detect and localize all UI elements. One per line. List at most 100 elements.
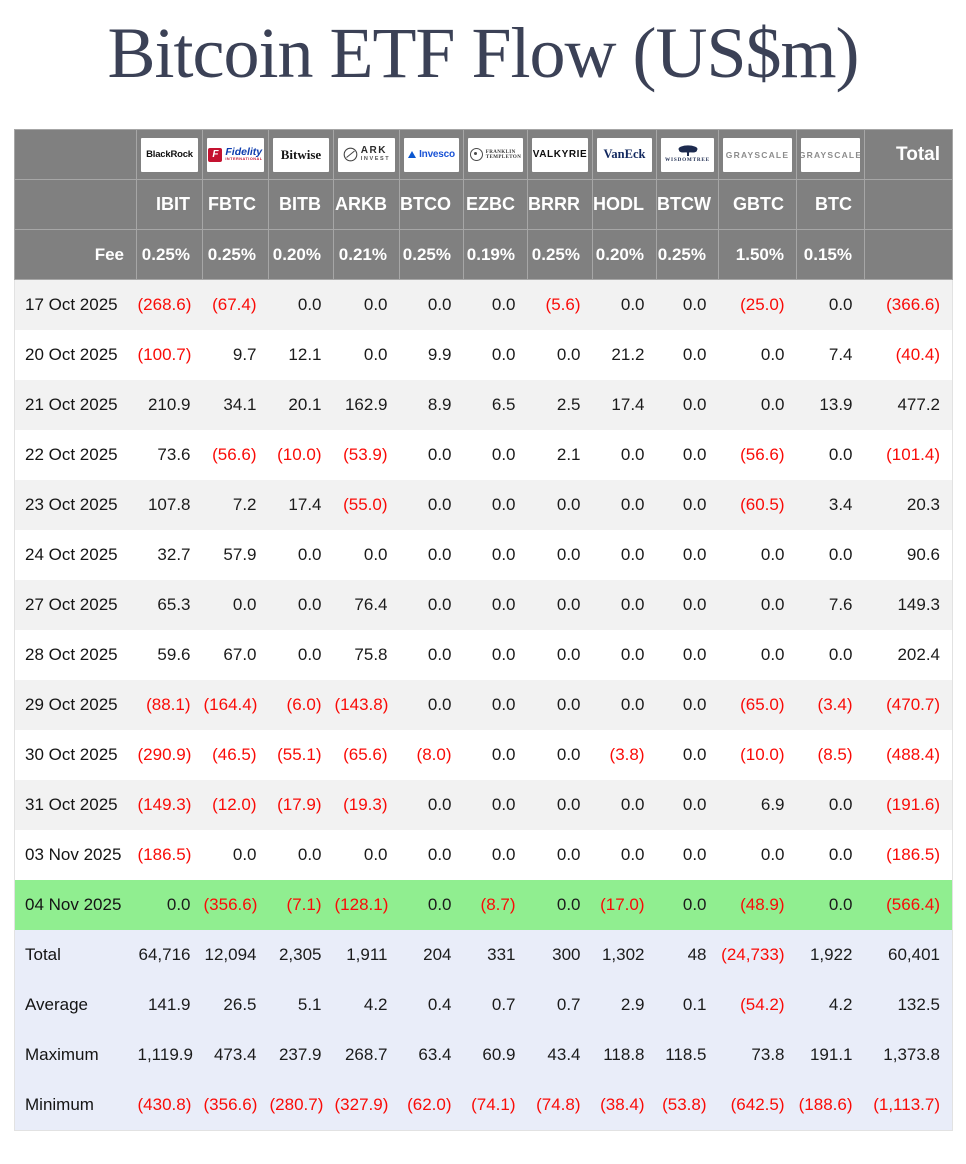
summary-total-cell: 60,401 xyxy=(888,945,940,964)
value-cell: 0.0 xyxy=(760,595,785,614)
fidelity-logo: F Fidelity INTERNATIONAL xyxy=(207,137,264,172)
logo-text: INVEST xyxy=(360,156,391,163)
fee-label: Fee xyxy=(14,229,137,280)
ticker-arkb: ARKB xyxy=(333,179,400,230)
value-cell: 0.0 xyxy=(682,795,707,814)
fee-bitb: 0.20% xyxy=(268,229,334,280)
value-cell: 0.0 xyxy=(682,495,707,514)
value-cell: 7.2 xyxy=(232,495,257,514)
summary-value-cell: (188.6) xyxy=(798,1095,853,1114)
summary-label: Average xyxy=(25,995,89,1014)
summary-value-cell: 4.2 xyxy=(828,995,853,1014)
vaneck-logo: VanEck xyxy=(597,137,652,172)
value-cell: (55.0) xyxy=(343,495,388,514)
row-total-cell: (488.4) xyxy=(886,745,940,764)
date-cell: 23 Oct 2025 xyxy=(25,495,118,514)
summary-label: Total xyxy=(25,945,61,964)
fee-btc: 0.15% xyxy=(796,229,865,280)
value-cell: (19.3) xyxy=(343,795,388,814)
value-cell: 0.0 xyxy=(682,545,707,564)
value-cell: (65.0) xyxy=(740,695,785,714)
value-cell: 13.9 xyxy=(819,395,853,414)
summary-value-cell: 191.1 xyxy=(809,1045,853,1064)
table-row: 31 Oct 2025 (149.3) (12.0) (17.9) (19.3) 0.0 0… xyxy=(14,780,953,830)
summary-value-cell: (280.7) xyxy=(269,1095,324,1114)
ark-globe-icon xyxy=(343,147,358,162)
date-cell: 30 Oct 2025 xyxy=(25,745,118,764)
etf-flow-table: BlackRock F Fidelity INTERNATIONAL Bitwise AR… xyxy=(14,129,953,1131)
value-cell: (8.7) xyxy=(480,895,516,914)
summary-value-cell: 64,716 xyxy=(138,945,191,964)
logo-text: Invesco xyxy=(419,149,455,160)
value-cell: 107.8 xyxy=(147,495,191,514)
value-cell: (10.0) xyxy=(277,445,322,464)
value-cell: 0.0 xyxy=(620,545,645,564)
value-cell: 0.0 xyxy=(620,645,645,664)
value-cell: 0.0 xyxy=(556,345,581,364)
value-cell: 0.0 xyxy=(682,345,707,364)
logo-text: FRANKLIN xyxy=(485,149,516,155)
value-cell: 0.0 xyxy=(491,445,516,464)
value-cell: 34.1 xyxy=(223,395,257,414)
summary-value-cell: 0.1 xyxy=(682,995,707,1014)
value-cell: 0.0 xyxy=(491,345,516,364)
fee-gbtc: 1.50% xyxy=(718,229,797,280)
gbtc-logo-cell: GRAYSCALE xyxy=(718,129,797,180)
summary-value-cell: 1,302 xyxy=(601,945,645,964)
summary-value-cell: 237.9 xyxy=(278,1045,322,1064)
value-cell: 2.1 xyxy=(556,445,581,464)
summary-value-cell: (74.1) xyxy=(471,1095,516,1114)
value-cell: (268.6) xyxy=(137,295,192,314)
value-cell: (100.7) xyxy=(137,345,192,364)
summary-label: Minimum xyxy=(25,1095,94,1114)
summary-value-cell: (62.0) xyxy=(407,1095,452,1114)
logo-text: INTERNATIONAL xyxy=(225,157,263,162)
value-cell: 0.0 xyxy=(556,845,581,864)
value-cell: 0.0 xyxy=(682,895,707,914)
value-cell: (48.9) xyxy=(740,895,785,914)
value-cell: 0.0 xyxy=(297,545,322,564)
logo-text: GRAYSCALE xyxy=(801,149,860,160)
ticker-btco: BTCO xyxy=(399,179,464,230)
value-cell: 0.0 xyxy=(760,645,785,664)
value-cell: 6.9 xyxy=(760,795,785,814)
summary-value-cell: (38.4) xyxy=(600,1095,645,1114)
value-cell: 0.0 xyxy=(828,795,853,814)
ticker-gbtc: GBTC xyxy=(718,179,797,230)
ticker-ezbc: EZBC xyxy=(463,179,528,230)
value-cell: 21.2 xyxy=(611,345,645,364)
value-cell: 9.9 xyxy=(427,345,452,364)
table-row: 17 Oct 2025 (268.6) (67.4) 0.0 0.0 0.0 0.0 (5.6… xyxy=(14,279,953,330)
summary-value-cell: 12,094 xyxy=(204,945,257,964)
ark-wordmark: ARK INVEST xyxy=(361,146,390,163)
fee-btcw: 0.25% xyxy=(656,229,719,280)
value-cell: 0.0 xyxy=(363,345,388,364)
value-cell: (143.8) xyxy=(334,695,389,714)
value-cell: (12.0) xyxy=(212,795,257,814)
summary-value-cell: (24,733) xyxy=(721,945,785,964)
fee-fbtc: 0.25% xyxy=(202,229,269,280)
table-row: 28 Oct 2025 59.6 67.0 0.0 75.8 0.0 0.0 0.0 0.0 0.… xyxy=(14,630,953,680)
grayscale-logo: GRAYSCALE xyxy=(723,137,792,172)
value-cell: 0.0 xyxy=(363,545,388,564)
summary-total-cell: 1,373.8 xyxy=(883,1045,940,1064)
summary-value-cell: 204 xyxy=(423,945,452,964)
logo-text: ARK xyxy=(360,145,387,157)
value-cell: 0.0 xyxy=(682,645,707,664)
row-total-cell: (470.7) xyxy=(886,695,940,714)
summary-value-cell: 63.4 xyxy=(418,1045,452,1064)
btco-logo-cell: Invesco xyxy=(399,129,464,180)
value-cell: 0.0 xyxy=(427,695,452,714)
summary-value-cell: 73.8 xyxy=(751,1045,785,1064)
row-total-cell: 20.3 xyxy=(906,495,940,514)
summary-value-cell: 4.2 xyxy=(363,995,388,1014)
summary-value-cell: (356.6) xyxy=(203,1095,258,1114)
summary-value-cell: (642.5) xyxy=(730,1095,785,1114)
invesco-logo: Invesco xyxy=(404,137,459,172)
brrr-logo-cell: VALKYRIE xyxy=(527,129,593,180)
valkyrie-logo: VALKYRIE xyxy=(532,137,588,172)
table-row: 30 Oct 2025 (290.9) (46.5) (55.1) (65.6) (8.0… xyxy=(14,730,953,780)
value-cell: 0.0 xyxy=(828,445,853,464)
franklin-wordmark: FRANKLIN TEMPLETON xyxy=(486,150,521,160)
value-cell: (149.3) xyxy=(137,795,192,814)
